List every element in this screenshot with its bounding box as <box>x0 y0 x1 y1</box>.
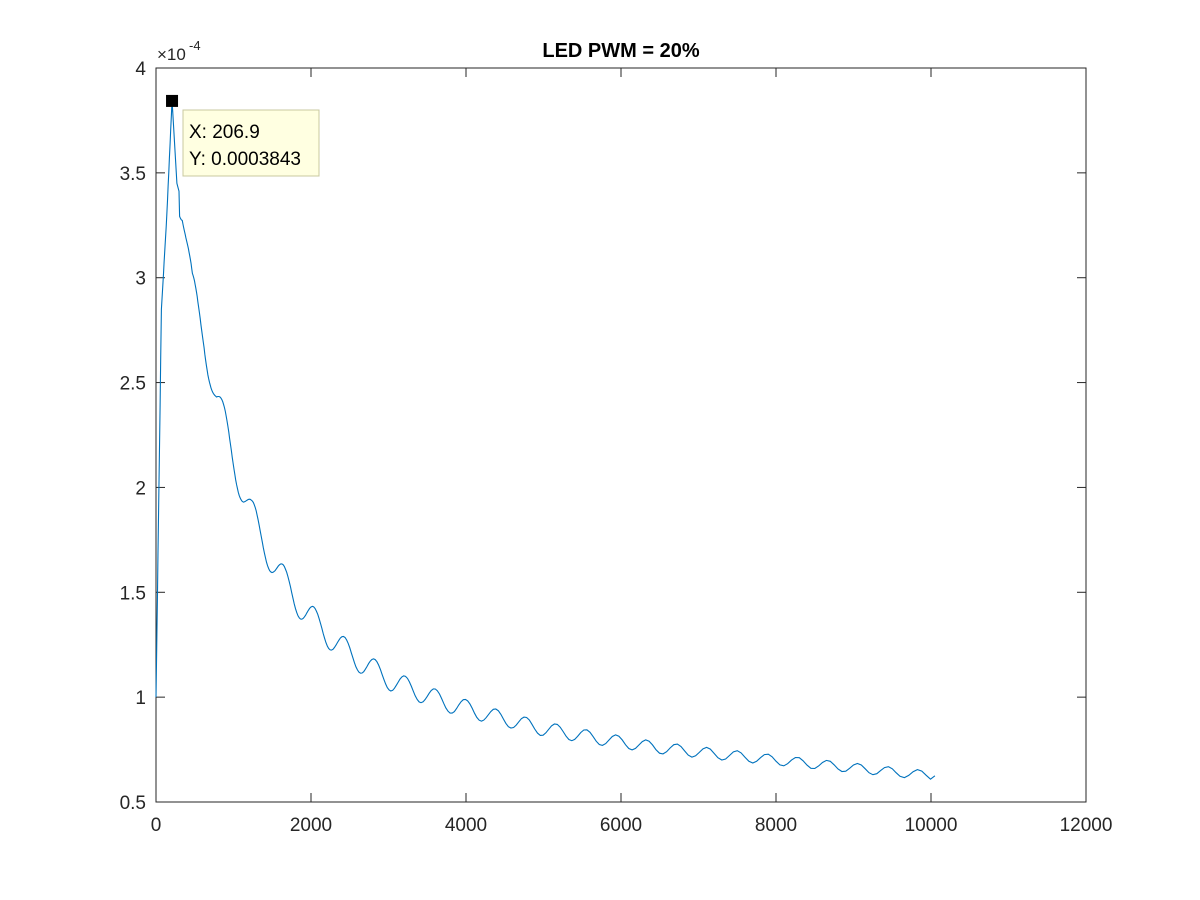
datatip-box <box>182 109 320 177</box>
axes-box <box>155 67 1087 803</box>
y-tick-label: 1 <box>135 688 146 709</box>
series-line <box>155 100 936 780</box>
y-tick-label: 2 <box>135 478 146 499</box>
datatip-marker[interactable] <box>166 94 179 107</box>
x-tick-label: 4000 <box>445 815 487 836</box>
exponent-multiplier: ×10 <box>157 45 186 64</box>
y-tick-label: 3 <box>135 269 146 290</box>
x-tick-label: 8000 <box>755 815 797 836</box>
x-tick-label: 0 <box>151 815 162 836</box>
datatip[interactable]: X: 206.9 Y: 0.0003843 <box>166 94 320 177</box>
y-tick-label: 1.5 <box>120 583 146 604</box>
y-tick-label: 4 <box>135 59 146 80</box>
x-tick-labels: 0 2000 4000 6000 8000 10000 12000 <box>151 815 1113 836</box>
datatip-y-text: Y: 0.0003843 <box>189 149 301 170</box>
y-tick-label: 3.5 <box>120 164 146 185</box>
x-tick-label: 10000 <box>905 815 958 836</box>
y-exponent-label: ×10 -4 <box>157 38 201 64</box>
x-tick-label: 2000 <box>290 815 332 836</box>
y-tick-label: 0.5 <box>120 793 146 814</box>
x-tick-label: 12000 <box>1060 815 1113 836</box>
chart-title: LED PWM = 20% <box>542 40 699 62</box>
y-tick-labels: 0.5 1 1.5 2 2.5 3 3.5 4 <box>120 59 147 814</box>
exponent-power: -4 <box>189 38 201 53</box>
x-tick-label: 6000 <box>600 815 642 836</box>
tick-marks <box>155 67 1087 803</box>
series-line-group <box>155 100 936 780</box>
datatip-x-text: X: 206.9 <box>189 122 260 143</box>
y-tick-label: 2.5 <box>120 374 146 395</box>
